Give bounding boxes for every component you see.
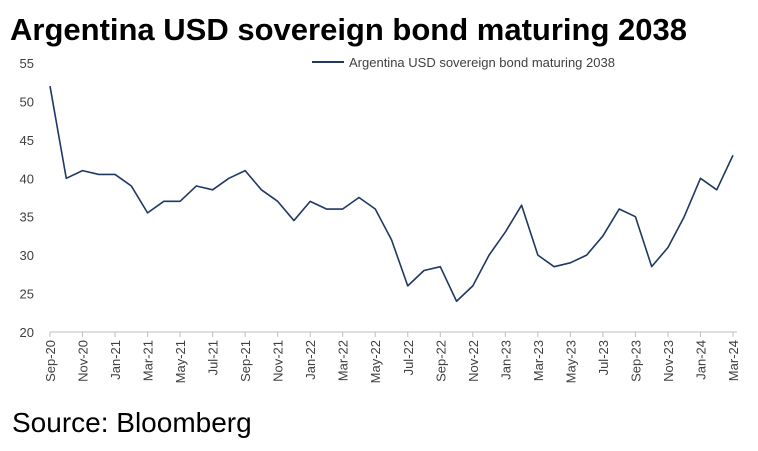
x-tick-label: May-22 (368, 340, 383, 383)
source: Source: Bloomberg (12, 407, 252, 438)
y-tick-label: 55 (20, 56, 34, 71)
x-tick-label: Jan-24 (693, 340, 708, 380)
x-tick-label: May-21 (173, 340, 188, 383)
x-tick-label: Sep-23 (628, 340, 643, 382)
x-tick-label: Mar-21 (141, 340, 156, 381)
x-tick-label: Mar-24 (726, 340, 741, 381)
x-tick-label: Sep-20 (43, 340, 58, 382)
y-tick-label: 50 (20, 94, 34, 109)
y-tick-label: 25 (20, 287, 34, 302)
y-tick-label: 35 (20, 210, 34, 225)
data-line (49, 85, 734, 303)
y-tick-label: 20 (20, 325, 34, 340)
chart-title: Argentina USD sovereign bond maturing 20… (10, 12, 687, 47)
y-tick-label: 40 (20, 171, 34, 186)
x-tick-label: Jan-22 (303, 340, 318, 380)
x-tick-label: Mar-23 (531, 340, 546, 381)
x-tick-label: Jul-22 (401, 340, 416, 375)
x-tick-label: Jan-23 (498, 340, 513, 380)
legend-label: Argentina USD sovereign bond maturing 20… (349, 55, 615, 70)
x-tick-label: May-23 (563, 340, 578, 383)
x-tick-label: Mar-22 (336, 340, 351, 381)
x-tick-label: Nov-21 (271, 340, 286, 382)
x-tick-label: Jul-21 (206, 340, 221, 375)
y-tick-label: 45 (20, 133, 34, 148)
x-tick-label: Sep-21 (238, 340, 253, 382)
x-tick-label: Nov-23 (661, 340, 676, 382)
x-tick-label: Sep-22 (433, 340, 448, 382)
x-tick-label: Nov-22 (466, 340, 481, 382)
x-tick-label: Jul-23 (596, 340, 611, 375)
x-tick-label: Jan-21 (108, 340, 123, 380)
x-tick-label: Nov-20 (76, 340, 91, 382)
y-tick-label: 30 (20, 248, 34, 263)
